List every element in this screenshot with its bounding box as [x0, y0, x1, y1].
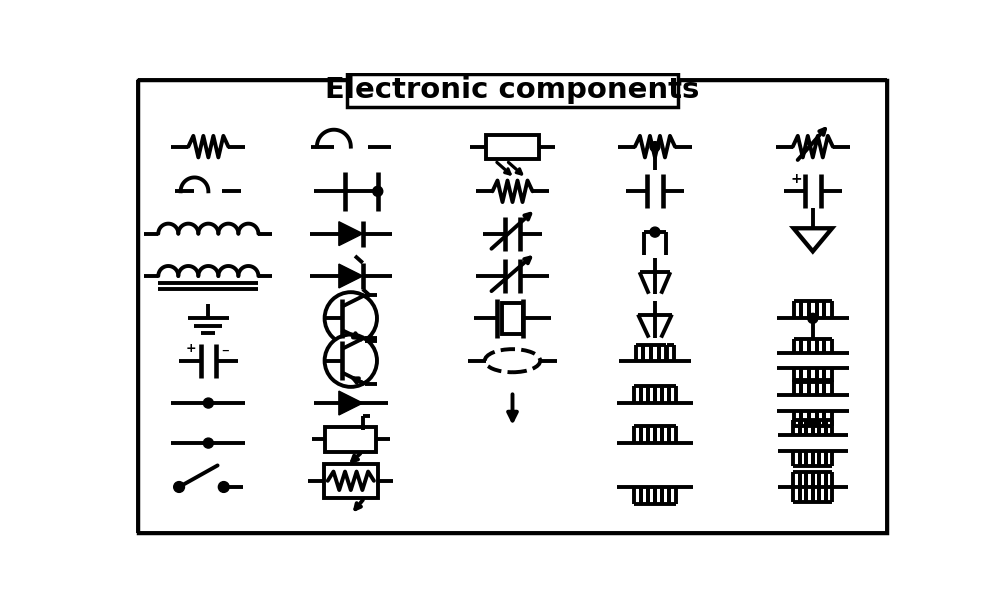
Circle shape: [808, 313, 818, 324]
Circle shape: [325, 335, 377, 387]
Circle shape: [373, 186, 383, 196]
Circle shape: [203, 438, 213, 448]
Bar: [502, 303, 523, 334]
Ellipse shape: [485, 349, 540, 372]
Text: +: +: [790, 172, 802, 186]
Circle shape: [218, 482, 229, 492]
Polygon shape: [339, 264, 363, 288]
Bar: [347, 75, 678, 107]
Circle shape: [650, 142, 660, 152]
Polygon shape: [339, 391, 363, 415]
Bar: [324, 464, 378, 498]
Circle shape: [174, 482, 184, 492]
Polygon shape: [794, 228, 832, 251]
Circle shape: [650, 227, 660, 237]
Circle shape: [325, 292, 377, 345]
Text: +: +: [186, 342, 197, 355]
Polygon shape: [339, 222, 363, 245]
Bar: [325, 427, 376, 451]
Bar: [486, 135, 539, 159]
Text: Electronic components: Electronic components: [325, 76, 700, 104]
Text: –: –: [221, 342, 229, 358]
Circle shape: [203, 398, 213, 408]
